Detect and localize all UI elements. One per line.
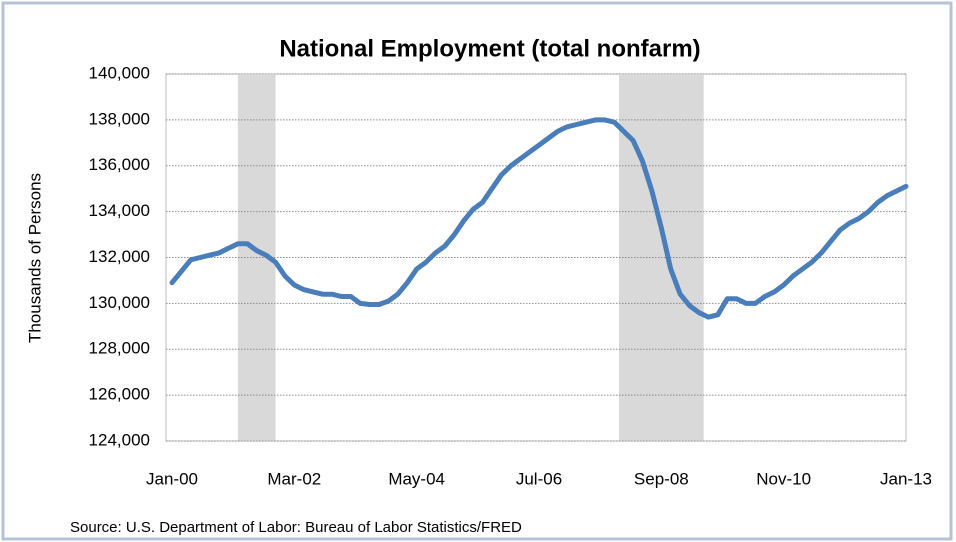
y-tick-label: 134,000 <box>89 201 150 220</box>
chart-title: National Employment (total nonfarm) <box>279 35 700 62</box>
y-tick-label: 136,000 <box>89 155 150 174</box>
x-tick-label: Jan-13 <box>880 469 932 488</box>
y-tick-label: 126,000 <box>89 385 150 404</box>
y-tick-label: 132,000 <box>89 247 150 266</box>
y-tick-label: 130,000 <box>89 293 150 312</box>
y-axis-label: Thousands of Persons <box>25 173 44 343</box>
x-tick-label: Jul-06 <box>516 469 562 488</box>
x-tick-label: Sep-08 <box>634 469 689 488</box>
data-line <box>169 117 909 320</box>
y-tick-label: 140,000 <box>89 63 150 82</box>
y-tick-label: 124,000 <box>89 430 150 449</box>
y-tick-label: 138,000 <box>89 109 150 128</box>
x-tick-label: Mar-02 <box>267 469 321 488</box>
x-tick-label: Jan-00 <box>146 469 198 488</box>
x-tick-label: Nov-10 <box>756 469 811 488</box>
x-tick-label: May-04 <box>388 469 445 488</box>
source-note: Source: U.S. Department of Labor: Bureau… <box>70 519 522 536</box>
y-tick-label: 128,000 <box>89 339 150 358</box>
